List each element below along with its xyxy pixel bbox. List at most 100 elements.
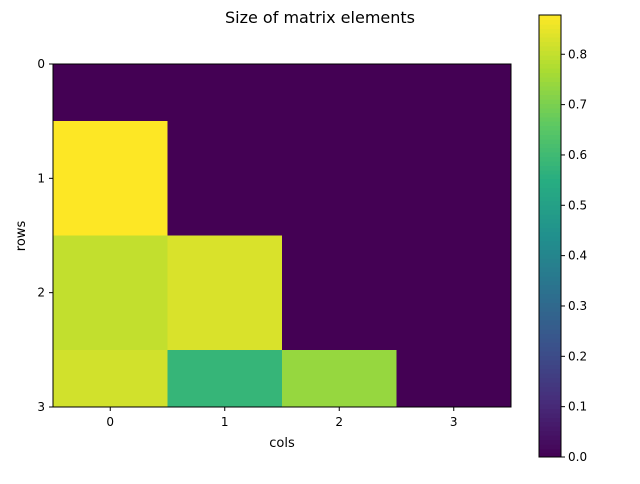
- colorbar-segment: [539, 125, 561, 131]
- colorbar-segment: [539, 187, 561, 193]
- colorbar-segment: [539, 333, 561, 339]
- colorbar-segment: [539, 54, 561, 60]
- heatmap-cell-r1-c1: [167, 121, 283, 236]
- colorbar-segment: [539, 315, 561, 321]
- colorbar-segment: [539, 399, 561, 405]
- colorbar-segment: [539, 134, 561, 140]
- colorbar-tick-label: 0.7: [568, 98, 587, 112]
- colorbar-segment: [539, 178, 561, 184]
- colorbar-segment: [539, 266, 561, 272]
- x-tick-label: 2: [335, 415, 343, 429]
- colorbar-segment: [539, 196, 561, 202]
- colorbar-segment: [539, 452, 561, 458]
- colorbar-segment: [539, 19, 561, 25]
- colorbar-segment: [539, 15, 561, 21]
- colorbar-segment: [539, 346, 561, 352]
- colorbar-segment: [539, 373, 561, 379]
- colorbar-segment: [539, 443, 561, 449]
- colorbar-segment: [539, 165, 561, 171]
- colorbar-segment: [539, 94, 561, 100]
- colorbar-segment: [539, 271, 561, 277]
- colorbar-segment: [539, 439, 561, 445]
- colorbar-segment: [539, 191, 561, 197]
- colorbar-segment: [539, 121, 561, 127]
- colorbar-segment: [539, 319, 561, 325]
- colorbar-segment: [539, 160, 561, 166]
- colorbar-segment: [539, 68, 561, 74]
- y-tick-label: 0: [37, 57, 45, 71]
- colorbar-segment: [539, 350, 561, 356]
- colorbar-segment: [539, 430, 561, 436]
- colorbar-segment: [539, 302, 561, 308]
- colorbar-segment: [539, 218, 561, 224]
- colorbar-segment: [539, 240, 561, 246]
- heatmap-cell-r0-c0: [53, 64, 168, 122]
- colorbar-segment: [539, 289, 561, 295]
- colorbar-segment: [539, 386, 561, 392]
- colorbar-segment: [539, 41, 561, 47]
- colorbar-segment: [539, 306, 561, 312]
- colorbar-segment: [539, 23, 561, 29]
- colorbar-segment: [539, 143, 561, 149]
- chart-title: Size of matrix elements: [225, 8, 415, 27]
- colorbar-segment: [539, 156, 561, 162]
- colorbar-segment: [539, 421, 561, 427]
- y-tick-label: 3: [37, 400, 45, 414]
- heatmap-cell-r1-c3: [396, 121, 511, 236]
- colorbar-segment: [539, 417, 561, 423]
- heatmap-cells: [53, 64, 511, 407]
- colorbar-segment: [539, 434, 561, 440]
- colorbar-segment: [539, 284, 561, 290]
- colorbar-segment: [539, 129, 561, 135]
- colorbar-segment: [539, 227, 561, 233]
- colorbar-segment: [539, 147, 561, 153]
- colorbar-segment: [539, 72, 561, 78]
- colorbar-tick-label: 0.8: [568, 47, 587, 61]
- y-axis-ticks: 0 1 2 3: [37, 57, 53, 414]
- colorbar-segment: [539, 311, 561, 317]
- colorbar-segment: [539, 262, 561, 268]
- colorbar-segment: [539, 249, 561, 255]
- colorbar-segment: [539, 107, 561, 113]
- colorbar-segment: [539, 50, 561, 56]
- colorbar-segment: [539, 200, 561, 206]
- heatmap-cell-r2-c2: [282, 235, 397, 351]
- colorbar-segment: [539, 244, 561, 250]
- heatmap-cell-r2-c0: [53, 235, 168, 351]
- colorbar-segment: [539, 37, 561, 43]
- colorbar-segment: [539, 297, 561, 303]
- x-tick-label: 1: [221, 415, 229, 429]
- colorbar-segment: [539, 152, 561, 158]
- colorbar-segment: [539, 98, 561, 104]
- colorbar-segment: [539, 182, 561, 188]
- y-axis-label: rows: [14, 221, 29, 252]
- colorbar-segment: [539, 448, 561, 454]
- colorbar-segment: [539, 403, 561, 409]
- heatmap-cell-r0-c3: [396, 64, 511, 122]
- heatmap-cell-r3-c0: [53, 349, 168, 407]
- colorbar-tick-label: 0.6: [568, 148, 587, 162]
- x-axis-ticks: 0 1 2 3: [106, 407, 458, 429]
- colorbar-segment: [539, 426, 561, 432]
- colorbar-segment: [539, 231, 561, 237]
- colorbar: 0.0 0.1 0.2 0.3 0.4 0.5 0.6 0.7 0.8: [538, 14, 587, 464]
- colorbar-segment: [539, 90, 561, 96]
- colorbar-segment: [539, 408, 561, 414]
- colorbar-segment: [539, 253, 561, 259]
- colorbar-segment: [539, 138, 561, 144]
- heatmap-cell-r0-c2: [282, 64, 397, 122]
- colorbar-segment: [539, 32, 561, 38]
- colorbar-tick-label: 0.2: [568, 349, 587, 363]
- colorbar-segment: [539, 85, 561, 91]
- colorbar-segment: [539, 293, 561, 299]
- heatmap-cell-r1-c0: [53, 121, 168, 236]
- y-tick-label: 1: [37, 171, 45, 185]
- heatmap-cell-r0-c1: [167, 64, 283, 122]
- colorbar-segment: [539, 390, 561, 396]
- colorbar-segment: [539, 116, 561, 122]
- plot-frame: [52, 63, 512, 408]
- heatmap-cell-r3-c3: [396, 349, 511, 407]
- colorbar-segment: [539, 45, 561, 51]
- colorbar-segment: [539, 377, 561, 383]
